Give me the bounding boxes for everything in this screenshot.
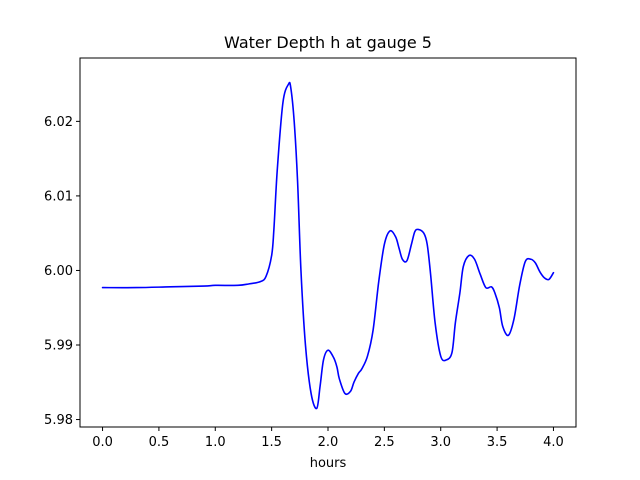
y-tick-label: 6.02 bbox=[44, 115, 73, 130]
y-tick-label: 6.00 bbox=[44, 264, 73, 279]
chart-title: Water Depth h at gauge 5 bbox=[224, 33, 432, 52]
y-tick-label: 5.99 bbox=[44, 339, 73, 354]
x-axis-ticks: 0.0 0.5 1.0 1.5 2.0 2.5 3.0 3.5 4.0 bbox=[92, 427, 564, 450]
x-tick-label: 1.0 bbox=[205, 435, 226, 450]
x-tick-label: 3.0 bbox=[430, 435, 451, 450]
x-tick-label: 3.5 bbox=[487, 435, 508, 450]
y-axis-ticks: 5.98 5.99 6.00 6.01 6.02 bbox=[44, 115, 80, 428]
y-tick-label: 6.01 bbox=[44, 189, 73, 204]
x-tick-label: 2.5 bbox=[374, 435, 395, 450]
x-axis-label: hours bbox=[310, 456, 347, 471]
x-tick-label: 4.0 bbox=[543, 435, 564, 450]
x-tick-label: 0.0 bbox=[92, 435, 113, 450]
x-tick-label: 0.5 bbox=[149, 435, 170, 450]
y-tick-label: 5.98 bbox=[44, 413, 73, 428]
plot-series bbox=[101, 81, 555, 410]
series-line-0 bbox=[101, 81, 555, 410]
x-tick-label: 2.0 bbox=[318, 435, 339, 450]
x-tick-label: 1.5 bbox=[261, 435, 282, 450]
